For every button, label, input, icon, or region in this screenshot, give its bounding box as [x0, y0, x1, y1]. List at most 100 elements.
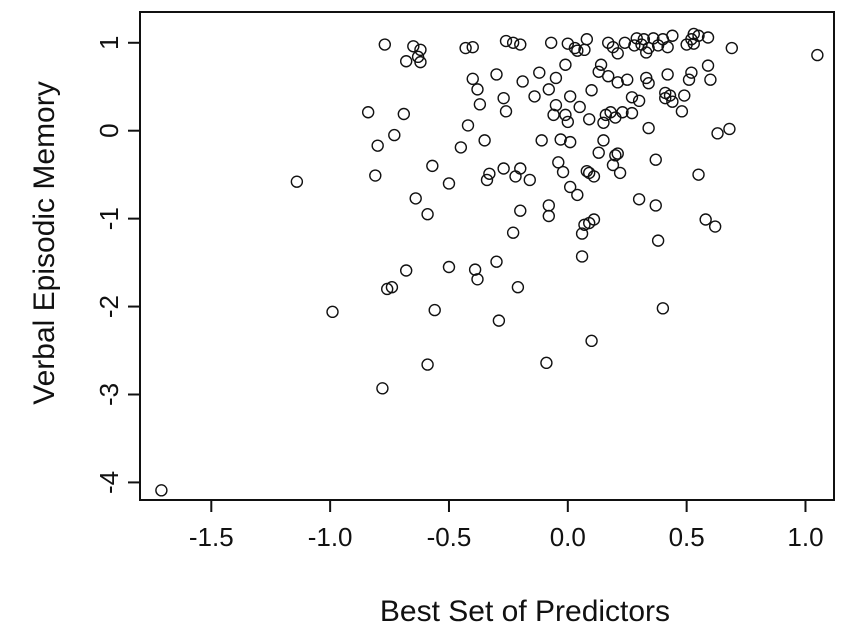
data-point: [701, 59, 715, 72]
data-point: [542, 209, 555, 223]
data-point: [397, 107, 411, 121]
x-tick-label: 1.0: [787, 522, 823, 552]
data-point: [490, 68, 503, 81]
data-point: [575, 227, 589, 240]
data-point: [611, 47, 624, 60]
x-axis: -1.5 -1.0 -0.5 0.0 0.5 1.0: [189, 500, 824, 552]
data-point: [556, 165, 570, 179]
data-point: [675, 105, 689, 118]
data-point: [682, 73, 696, 86]
data-point: [685, 66, 698, 79]
data-point: [606, 40, 620, 54]
data-point: [542, 83, 555, 96]
data-point: [609, 149, 622, 162]
data-point: [642, 41, 655, 55]
data-point: [399, 264, 413, 277]
data-point: [442, 177, 456, 190]
data-point: [559, 108, 572, 122]
data-point: [511, 281, 525, 294]
data-point: [514, 162, 527, 175]
data-point: [385, 281, 399, 294]
data-point: [468, 263, 482, 276]
data-point: [509, 170, 522, 183]
x-axis-title: Best Set of Predictors: [380, 595, 670, 628]
data-point: [552, 156, 565, 169]
data-point: [499, 105, 513, 118]
y-tick-label: 0: [94, 123, 124, 137]
data-point: [514, 204, 527, 217]
data-point: [811, 48, 824, 62]
data-point: [516, 75, 529, 88]
data-point: [542, 199, 555, 212]
data-point: [549, 99, 563, 112]
data-point: [621, 73, 634, 86]
data-point: [575, 250, 589, 263]
data-point: [407, 40, 420, 53]
data-point: [528, 90, 541, 103]
data-point: [544, 36, 558, 49]
data-point: [549, 71, 563, 85]
data-point: [699, 213, 712, 226]
data-point: [656, 302, 670, 315]
data-point: [471, 83, 484, 96]
data-point: [563, 180, 577, 194]
y-tick-label: -1: [94, 207, 124, 230]
data-point: [625, 91, 639, 104]
data-point: [478, 134, 491, 147]
data-point: [661, 40, 674, 54]
data-point: [563, 135, 577, 149]
data-point: [473, 98, 487, 111]
data-point: [414, 43, 427, 57]
data-point: [606, 158, 620, 172]
data-point: [642, 77, 655, 90]
y-tick-label: -2: [94, 295, 124, 318]
data-point: [632, 94, 646, 108]
data-point: [388, 128, 401, 142]
data-point: [611, 76, 624, 89]
data-points: [155, 27, 824, 497]
data-point: [461, 119, 475, 132]
plot-frame: [139, 11, 835, 501]
data-point: [399, 55, 413, 68]
data-point: [704, 73, 717, 86]
data-point: [571, 188, 584, 202]
data-point: [630, 32, 643, 45]
data-point: [573, 100, 586, 114]
data-point: [725, 41, 739, 55]
data-point: [568, 41, 582, 55]
x-tick-label: -1.0: [308, 522, 353, 552]
x-tick-label: 0.5: [669, 522, 705, 552]
data-point: [571, 44, 584, 57]
data-point: [561, 37, 575, 50]
data-point: [466, 40, 479, 54]
data-point: [616, 106, 629, 119]
data-point: [326, 305, 339, 319]
data-point: [666, 29, 679, 42]
data-point: [371, 139, 384, 152]
data-point: [611, 147, 624, 160]
data-point: [580, 33, 594, 46]
data-point: [376, 382, 389, 395]
data-point: [490, 255, 503, 268]
data-point: [547, 108, 560, 122]
data-point: [678, 89, 691, 102]
data-point: [613, 166, 627, 180]
data-point: [585, 334, 598, 348]
data-point: [651, 234, 665, 247]
data-point: [594, 58, 608, 71]
data-point: [618, 36, 632, 49]
data-point: [155, 484, 168, 497]
data-point: [582, 113, 596, 126]
data-point: [497, 162, 510, 175]
data-point: [421, 358, 434, 371]
data-point: [597, 116, 610, 129]
data-point: [587, 213, 601, 226]
data-point: [290, 175, 304, 188]
data-point: [632, 193, 646, 206]
data-point: [480, 173, 494, 187]
data-point: [692, 29, 705, 42]
data-point: [369, 169, 382, 182]
data-point: [602, 36, 615, 49]
data-point: [563, 90, 577, 103]
data-point: [708, 220, 722, 233]
